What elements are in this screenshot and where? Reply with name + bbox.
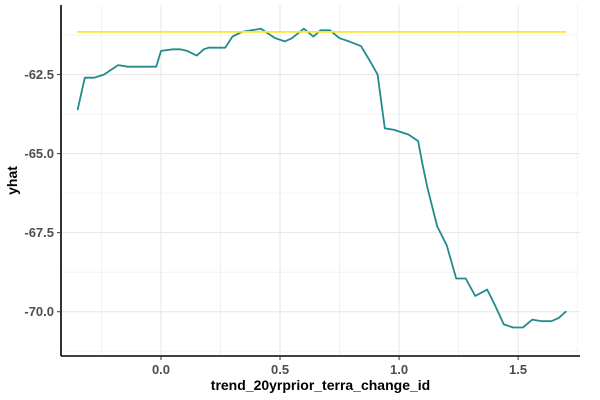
y-tick-label: -65.0: [24, 146, 54, 161]
tick-labels: 0.0 0.5 1.0 1.5 -62.5 -65.0 -67.5 -70.0: [24, 67, 527, 377]
y-tick-label: -62.5: [24, 67, 54, 82]
y-tick-label: -67.5: [24, 225, 54, 240]
x-tick-label: 0.0: [152, 362, 170, 377]
x-tick-label: 1.0: [390, 362, 408, 377]
grid-lines: [61, 5, 580, 356]
x-axis-title: trend_20yrprior_terra_change_id: [211, 377, 430, 393]
y-tick-label: -70.0: [24, 304, 54, 319]
y-axis-title: yhat: [4, 166, 20, 195]
x-tick-label: 0.5: [271, 362, 289, 377]
axes: [57, 5, 580, 360]
series-layer: [76, 27, 567, 329]
series-line-1: [76, 27, 567, 329]
x-tick-label: 1.5: [509, 362, 527, 377]
